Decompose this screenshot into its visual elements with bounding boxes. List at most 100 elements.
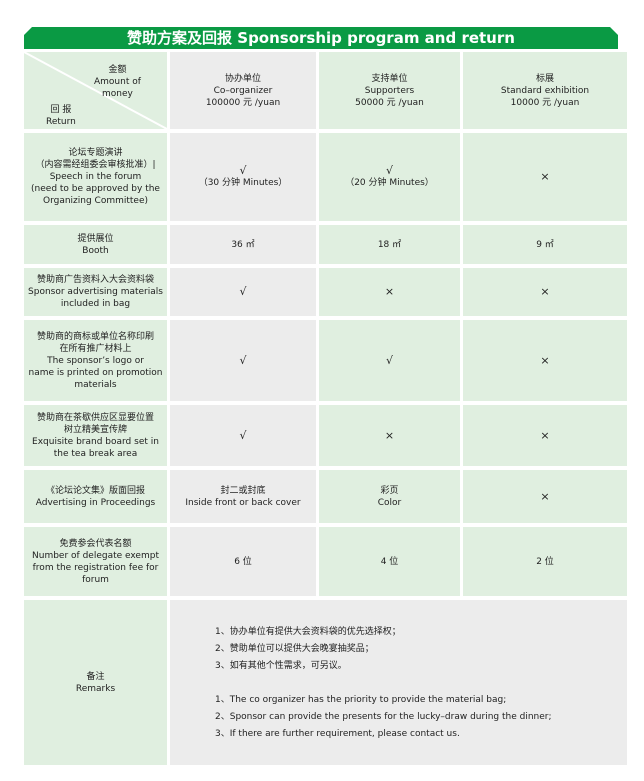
- cell-text: Organizing Committee): [42, 196, 149, 206]
- cell-text: √: [385, 164, 393, 177]
- page-title: 赞助方案及回报 Sponsorship program and return: [24, 27, 618, 49]
- value-cell: √: [170, 405, 316, 466]
- cell-text: 36 ㎡: [231, 239, 255, 250]
- cell-text: 在所有推广材料上: [59, 343, 132, 354]
- cell-text: materials: [74, 379, 117, 390]
- cell-text: 《论坛论文集》版面回报: [45, 485, 145, 496]
- row-label: 《论坛论文集》版面回报 Advertising in Proceedings: [24, 470, 167, 523]
- value-cell: ×: [319, 405, 460, 466]
- value-cell: 18 ㎡: [319, 225, 460, 264]
- cell-text: 9 ㎡: [536, 239, 554, 250]
- cell-text: 18 ㎡: [377, 239, 402, 250]
- cell-text: 免费参会代表名额: [59, 538, 132, 549]
- cell-text: Exquisite brand board set in: [32, 436, 159, 447]
- remark-en: 3、If there are further requirement, plea…: [215, 729, 460, 739]
- column-header: 支持单位 Supporters 50000 元 /yuan: [319, 52, 460, 129]
- cell-text: ×: [540, 170, 550, 183]
- remark-cn: 2、赞助单位可以提供大会晚宴抽奖品；: [215, 644, 374, 654]
- cell-text: Co–organizer: [213, 85, 273, 96]
- value-cell: 36 ㎡: [170, 225, 316, 264]
- cell-text: 彩页: [380, 485, 399, 496]
- row-label: 提供展位 Booth: [24, 225, 167, 264]
- diagonal-divider: [24, 52, 167, 129]
- value-cell: √: [319, 320, 460, 401]
- remark-en: 2、Sponsor can provide the presents for t…: [215, 712, 552, 722]
- cell-text: 支持单位: [371, 73, 408, 84]
- row-label: 赞助商广告资料入大会资料袋 Sponsor advertising materia…: [24, 268, 167, 316]
- value-cell: ×: [463, 405, 627, 466]
- money-en: money: [102, 89, 133, 99]
- return-cn: 回 报: [50, 105, 72, 115]
- cell-text: Number of delegate exempt: [32, 550, 159, 561]
- column-header: 协办单位 Co–organizer 100000 元 /yuan: [170, 52, 316, 129]
- cell-text: forum: [82, 574, 109, 585]
- cell-text: included in bag: [60, 299, 131, 309]
- cell-text: 标展: [535, 73, 554, 84]
- value-cell: 4 位: [319, 527, 460, 596]
- cell-text: 赞助商广告资料入大会资料袋: [36, 275, 154, 285]
- cell-text: （30 分钟 Minutes）: [198, 178, 288, 188]
- cell-text: 100000 元 /yuan: [205, 97, 281, 108]
- value-cell: ×: [319, 268, 460, 316]
- value-cell: ×: [463, 320, 627, 401]
- cell-text: Speech in the forum: [49, 172, 142, 182]
- cell-text: 赞助商的商标或单位名称印刷: [36, 331, 154, 342]
- money-cn: 金额: [108, 65, 127, 75]
- column-header: 标展 Standard exhibition 10000 元 /yuan: [463, 52, 627, 129]
- remarks-label: 备注 Remarks: [24, 600, 167, 765]
- remark-cn: 3、如有其他个性需求，可另议。: [215, 661, 347, 671]
- cell-text: ×: [384, 428, 395, 442]
- cell-text: 10000 元 /yuan: [510, 97, 580, 108]
- cell-text: from the registration fee for: [32, 562, 159, 573]
- cell-text: ×: [540, 428, 550, 442]
- cell-text: the tea break area: [53, 448, 138, 459]
- cell-text: （内容需经组委会审核批准）|: [35, 160, 156, 170]
- header-corner-cell: 金额 Amount of money 回 报 Return: [24, 52, 167, 129]
- cell-text: √: [239, 164, 247, 177]
- value-cell: ×: [463, 268, 627, 316]
- cell-text: √: [239, 353, 247, 367]
- row-label: 免费参会代表名额 Number of delegate exempt from th…: [24, 527, 167, 596]
- row-label: 论坛专题演讲 （内容需经组委会审核批准）| Speech in the forum (…: [24, 133, 167, 221]
- value-cell: ×: [463, 133, 627, 221]
- cell-text: 协办单位: [224, 73, 261, 84]
- cell-text: 封二或封底: [220, 485, 266, 496]
- cell-text: Color: [377, 497, 402, 508]
- value-cell: 6 位: [170, 527, 316, 596]
- value-cell: 2 位: [463, 527, 627, 596]
- cell-text: Standard exhibition: [500, 85, 590, 96]
- cell-text: 50000 元 /yuan: [355, 97, 424, 108]
- cell-text: ×: [540, 353, 550, 367]
- value-cell: ×: [463, 470, 627, 523]
- cell-text: 论坛专题演讲: [68, 148, 123, 158]
- value-cell: 封二或封底 Inside front or back cover: [170, 470, 316, 523]
- value-cell: 9 ㎡: [463, 225, 627, 264]
- cell-text: Sponsor advertising materials: [28, 287, 163, 297]
- cell-text: √: [385, 353, 393, 367]
- cell-text: Booth: [82, 245, 109, 256]
- cell-text: Supporters: [364, 85, 415, 96]
- cell-text: √: [239, 285, 247, 298]
- cell-text: Remarks: [75, 683, 116, 694]
- return-en: Return: [46, 117, 76, 127]
- value-cell: √: [170, 320, 316, 401]
- cell-text: Inside front or back cover: [185, 497, 301, 508]
- cell-text: 6 位: [234, 556, 252, 567]
- remarks-content: 1、协办单位有提供大会资料袋的优先选择权； 2、赞助单位可以提供大会晚宴抽奖品； 3…: [170, 600, 627, 765]
- cell-text: 提供展位: [77, 233, 114, 244]
- cell-text: (need to be approved by the: [31, 184, 160, 194]
- cell-text: 备注: [86, 671, 105, 682]
- cell-text: Advertising in Proceedings: [35, 497, 156, 508]
- value-cell: √: [170, 268, 316, 316]
- value-cell: √ （20 分钟 Minutes）: [319, 133, 460, 221]
- remark-cn: 1、协办单位有提供大会资料袋的优先选择权；: [215, 627, 401, 637]
- cell-text: The sponsor’s logo or: [47, 355, 144, 366]
- cell-text: （20 分钟 Minutes）: [345, 178, 434, 188]
- value-cell: 彩页 Color: [319, 470, 460, 523]
- cell-text: ×: [540, 285, 550, 298]
- money-en: Amount of: [94, 77, 141, 87]
- remark-en: 1、The co organizer has the priority to p…: [215, 695, 507, 705]
- row-label: 赞助商在茶歇供应区显要位置 树立精美宣传牌 Exquisite brand boar…: [24, 405, 167, 466]
- cell-text: ×: [384, 285, 395, 298]
- cell-text: ×: [540, 489, 550, 503]
